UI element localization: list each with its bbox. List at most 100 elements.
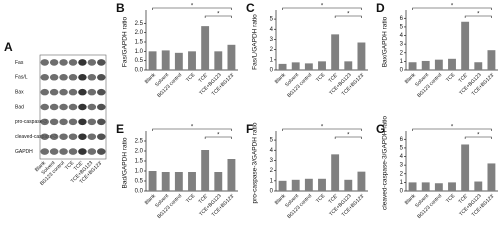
blot-row-label: Bax bbox=[15, 89, 24, 95]
blot-band bbox=[78, 103, 87, 111]
significance-label: * bbox=[477, 12, 480, 18]
blot-band bbox=[40, 148, 49, 155]
bar bbox=[461, 144, 470, 191]
blot-band bbox=[68, 74, 78, 81]
bar bbox=[291, 62, 300, 70]
bar bbox=[304, 178, 313, 191]
bar bbox=[201, 26, 210, 71]
y-tick-label: 0 bbox=[270, 189, 274, 195]
blot-band bbox=[59, 118, 68, 126]
blot-band bbox=[87, 103, 97, 111]
significance-bracket bbox=[152, 128, 232, 131]
y-tick-label: 6 bbox=[400, 137, 404, 143]
x-tick-label: TCE bbox=[315, 193, 327, 205]
bar bbox=[227, 159, 236, 191]
blot-band bbox=[97, 148, 106, 155]
bar bbox=[278, 63, 287, 70]
panel-label: C bbox=[246, 1, 255, 15]
blot-band bbox=[68, 133, 78, 140]
bar bbox=[331, 34, 340, 70]
y-tick-label: 5 bbox=[400, 25, 404, 31]
blot-band bbox=[59, 88, 68, 96]
y-tick-label: 0 bbox=[400, 68, 404, 74]
blot-band bbox=[68, 103, 78, 111]
blot-band bbox=[78, 59, 87, 66]
blot-band bbox=[59, 133, 68, 140]
blot-band bbox=[49, 88, 59, 96]
y-tick-label: 3 bbox=[270, 37, 274, 43]
y-tick-label: 3 bbox=[400, 42, 404, 48]
bar bbox=[304, 63, 313, 70]
significance-bracket bbox=[334, 15, 362, 18]
bar bbox=[174, 52, 183, 70]
y-tick-label: 4 bbox=[270, 148, 274, 154]
panel-label: A bbox=[4, 40, 13, 54]
significance-bracket bbox=[412, 128, 492, 131]
blot-band bbox=[87, 118, 97, 126]
panel-label: B bbox=[116, 1, 125, 15]
blot-band bbox=[49, 118, 59, 126]
y-tick-label: 2.0 bbox=[135, 30, 144, 36]
bar bbox=[174, 172, 183, 191]
bar bbox=[227, 44, 236, 70]
blot-band bbox=[40, 133, 49, 140]
blot-band bbox=[49, 74, 59, 81]
significance-label: * bbox=[347, 12, 350, 18]
blot-row-label: Fas bbox=[15, 60, 24, 66]
blot-band bbox=[49, 133, 59, 140]
panel-label: D bbox=[376, 1, 385, 15]
y-tick-label: 0 bbox=[400, 189, 404, 195]
significance-label: * bbox=[321, 125, 324, 131]
x-tick-label: TCE bbox=[185, 72, 197, 84]
blot-band bbox=[40, 88, 49, 96]
blot-band bbox=[59, 74, 68, 81]
blot-row-label: Bad bbox=[15, 104, 24, 110]
significance-label: * bbox=[191, 125, 194, 131]
panel-label: E bbox=[116, 122, 124, 136]
y-tick-label: 5 bbox=[400, 146, 404, 152]
bar bbox=[461, 21, 470, 70]
y-tick-label: 1.5 bbox=[135, 40, 144, 46]
bar bbox=[408, 62, 417, 70]
blot-band bbox=[87, 59, 97, 66]
blot-band bbox=[40, 118, 49, 126]
y-tick-label: 4 bbox=[400, 33, 404, 39]
bar bbox=[474, 181, 483, 191]
significance-bracket bbox=[464, 136, 492, 139]
y-tick-label: 1 bbox=[270, 57, 274, 63]
y-tick-label: 0.0 bbox=[135, 189, 144, 195]
blot-band bbox=[68, 118, 78, 126]
blot-band bbox=[87, 88, 97, 96]
y-tick-label: 1.0 bbox=[135, 49, 144, 55]
bar bbox=[318, 178, 326, 191]
y-tick-label: 2 bbox=[400, 50, 404, 56]
blot-band bbox=[40, 103, 49, 111]
bar bbox=[161, 172, 170, 191]
blot-band bbox=[59, 59, 68, 66]
blot-band bbox=[40, 59, 49, 66]
blot-row-label: GAPDH bbox=[15, 149, 33, 155]
x-tick-label: TCE bbox=[445, 72, 457, 84]
significance-bracket bbox=[152, 7, 232, 10]
y-tick-label: 5 bbox=[270, 17, 274, 23]
bar bbox=[434, 183, 443, 191]
y-tick-label: 2 bbox=[400, 171, 404, 177]
bar bbox=[421, 182, 430, 191]
bar bbox=[148, 51, 157, 70]
y-tick-label: 1 bbox=[400, 180, 404, 186]
blot-band bbox=[40, 74, 49, 81]
bar bbox=[188, 51, 196, 70]
y-tick-label: 0.0 bbox=[135, 68, 144, 74]
bar bbox=[448, 58, 456, 70]
y-tick-label: 1.0 bbox=[135, 169, 144, 175]
y-tick-label: 1.5 bbox=[135, 159, 144, 165]
panel-label: G bbox=[376, 122, 385, 136]
significance-bracket bbox=[204, 15, 232, 18]
blot-band bbox=[78, 118, 87, 126]
bar bbox=[434, 59, 443, 70]
y-axis-label: Fas/L/GAPDH ratio bbox=[252, 14, 259, 70]
significance-label: * bbox=[451, 125, 454, 131]
blot-band bbox=[68, 148, 78, 155]
significance-label: * bbox=[477, 133, 480, 139]
bar bbox=[357, 171, 366, 191]
